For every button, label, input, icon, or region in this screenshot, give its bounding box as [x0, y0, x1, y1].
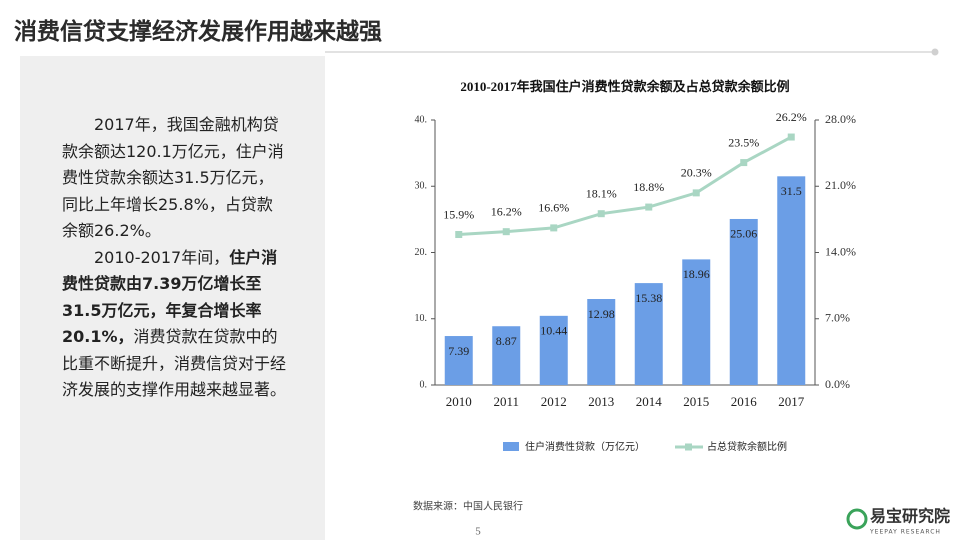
- x-tick-label: 2013: [588, 394, 614, 409]
- line-value-label: 23.5%: [728, 135, 759, 149]
- bar-value-label: 15.38: [635, 291, 662, 305]
- line-value-label: 16.6%: [538, 201, 569, 215]
- y2-tick-label: 0.0%: [825, 377, 850, 391]
- bar: [634, 283, 663, 385]
- y2-tick-label: 21.0%: [825, 178, 856, 192]
- y2-tick-label: 7.0%: [825, 311, 850, 325]
- bar: [492, 326, 521, 385]
- y-tick-label: 20.: [415, 247, 428, 258]
- bar: [682, 259, 711, 385]
- x-tick-label: 2015: [683, 394, 709, 409]
- line-value-label: 16.2%: [491, 204, 522, 218]
- text-segment: 消费贷款在贷款中的比重不断提升，消费信贷对于经济发展的支撑作用越来越显著。: [62, 327, 287, 399]
- y2-tick-label: 14.0%: [825, 244, 856, 258]
- bar: [587, 299, 616, 385]
- x-tick-label: 2011: [493, 394, 519, 409]
- line-value-label: 18.1%: [586, 186, 617, 200]
- logo-subtitle: YEEPAY RESEARCH: [869, 529, 941, 536]
- logo-name: 易宝研究院: [870, 507, 950, 526]
- x-tick-label: 2016: [731, 394, 758, 409]
- text-segment: 住户消费性贷款由7.39万亿增长至31.5万亿元，年复合增长率20.1%，: [62, 247, 278, 347]
- y-tick-label: 0.: [420, 379, 428, 390]
- logo-icon: [846, 508, 868, 530]
- legend-swatch-marker: [685, 443, 692, 451]
- slide-title: 消费信贷支撑经济发展作用越来越强: [14, 19, 382, 45]
- text-segment: 2017年，我国金融机构贷款余额达120.1万亿元，住户消费性贷款余额达31.5…: [62, 115, 284, 240]
- x-tick-label: 2010: [446, 394, 472, 409]
- line-marker: [787, 133, 795, 141]
- bar: [777, 176, 806, 385]
- y-tick-label: 30.: [415, 181, 428, 192]
- text-panel: [20, 56, 325, 540]
- bar-value-label: 31.5: [781, 184, 802, 198]
- bar-value-label: 12.98: [588, 307, 615, 321]
- bar: [444, 336, 473, 385]
- y-tick-label: 40.: [415, 114, 428, 125]
- line-value-label: 18.8%: [633, 180, 664, 194]
- x-tick-label: 2014: [636, 394, 663, 409]
- line-value-label: 15.9%: [443, 207, 474, 221]
- paragraph: 2010-2017年间，住户消费性贷款由7.39万亿增长至31.5万亿元，年复合…: [62, 245, 288, 404]
- page-number: 5: [475, 526, 481, 538]
- line-marker: [502, 228, 510, 236]
- line-marker: [550, 224, 558, 232]
- line: [458, 135, 792, 237]
- y2-tick-label: 28.0%: [825, 112, 856, 126]
- bar: [729, 218, 758, 385]
- line-marker: [597, 210, 605, 218]
- line-value-label: 26.2%: [776, 110, 807, 124]
- header-dot: [931, 48, 939, 56]
- body-text: 2017年，我国金融机构贷款余额达120.1万亿元，住户消费性贷款余额达31.5…: [62, 112, 288, 404]
- legend-label: 住户消费性贷款（万亿元）: [525, 440, 645, 453]
- paragraph: 2017年，我国金融机构贷款余额达120.1万亿元，住户消费性贷款余额达31.5…: [62, 112, 288, 245]
- y-tick-label: 10.: [415, 313, 428, 324]
- line-marker: [455, 231, 463, 239]
- bar-value-label: 10.44: [540, 324, 567, 338]
- bar: [539, 315, 568, 385]
- bar-value-label: 25.06: [730, 227, 757, 241]
- bar-value-label: 8.87: [496, 334, 517, 348]
- x-tick-label: 2017: [778, 394, 805, 409]
- line-marker: [740, 159, 748, 167]
- text-segment: 2010-2017年间，: [94, 247, 230, 267]
- line-marker: [692, 189, 700, 197]
- line-value-label: 20.3%: [681, 166, 712, 180]
- bar-value-label: 7.39: [448, 344, 469, 358]
- source: 数据来源：中国人民银行: [413, 499, 523, 512]
- legend-label: 占总贷款余额比例: [707, 440, 787, 453]
- legend-swatch: [503, 442, 519, 451]
- line-marker: [645, 203, 653, 211]
- bar-value-label: 18.96: [683, 267, 710, 281]
- chart-title: 2010-2017年我国住户消费性贷款余额及占总贷款余额比例: [460, 79, 789, 94]
- x-tick-label: 2012: [541, 394, 567, 409]
